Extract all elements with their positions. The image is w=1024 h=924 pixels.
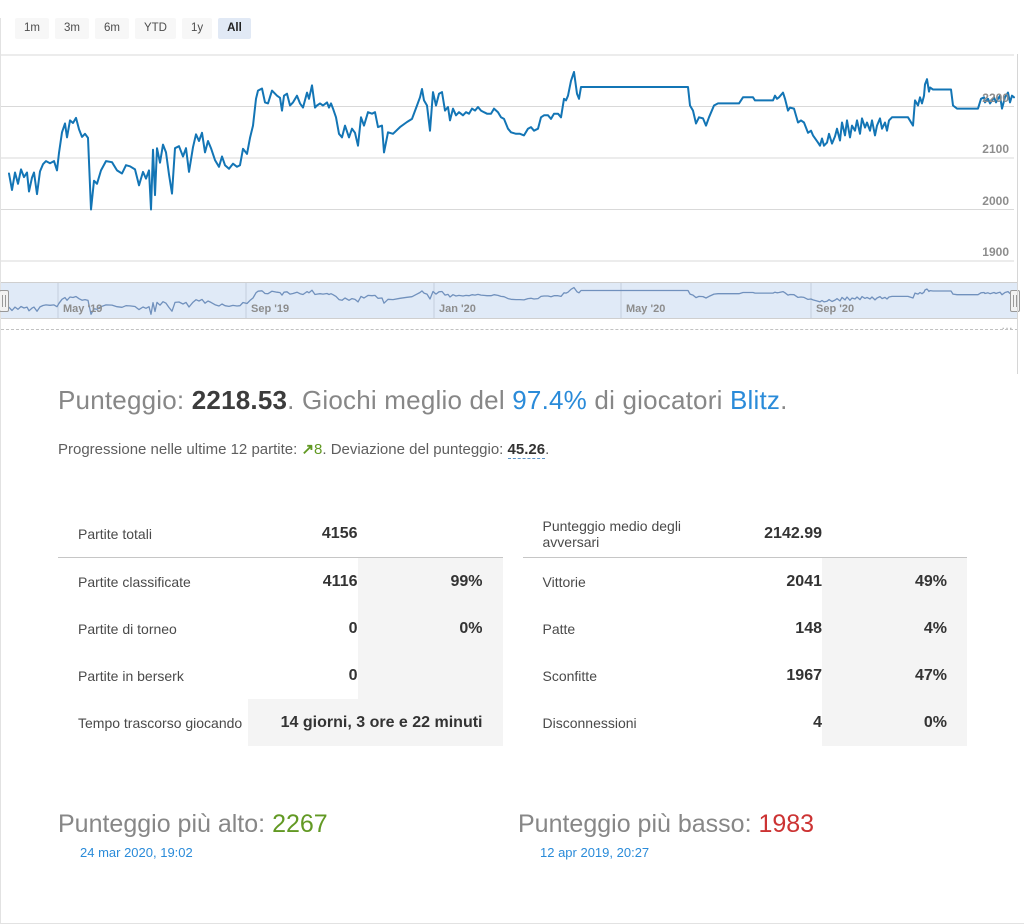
- navigator-right-handle[interactable]: [1010, 290, 1020, 312]
- rating-chart-block: 2200 2100 2000 1900 May '19 Sep '19 Jan '20 Ma…: [0, 54, 1020, 374]
- navigator-left-handle[interactable]: [0, 290, 9, 312]
- navigator-x-label: Sep '20: [816, 303, 855, 315]
- stat-percent: 0%: [357, 605, 503, 652]
- stat-value: 0: [348, 619, 358, 637]
- stat-percent: 99%: [357, 558, 503, 605]
- table-row: Partite in berserk 0: [58, 652, 503, 699]
- range-button-all[interactable]: All: [218, 18, 251, 39]
- stat-value: 1967: [786, 666, 822, 684]
- stat-label: Tempo trascorso giocando: [78, 714, 243, 731]
- highest-rating-value: 2267: [272, 810, 328, 838]
- table-row: Partite classificate 4116 99%: [58, 558, 503, 605]
- progression-suffix: .: [545, 441, 550, 458]
- stat-label: Partite in berserk: [78, 667, 184, 684]
- table-row: Partite totali 4156: [58, 510, 503, 558]
- progression-prefix: Progressione nelle ultime 12 partite:: [58, 441, 302, 458]
- stat-percent: 0%: [822, 699, 967, 746]
- lowest-rating-block: Punteggio più basso: 1983 12 apr 2019, 2…: [518, 810, 978, 860]
- table-row: Disconnessioni 4 0%: [523, 699, 967, 746]
- navigator-x-label: Sep '19: [251, 303, 290, 315]
- rating-chart-plot-area[interactable]: 2200 2100 2000 1900: [1, 54, 1018, 269]
- highest-rating-date: 24 mar 2020, 19:02: [80, 845, 518, 860]
- stat-value: 14 giorni, 3 ore e 22 minuti: [247, 699, 503, 746]
- range-button-1y[interactable]: 1y: [181, 18, 213, 39]
- highest-rating-block: Punteggio più alto: 2267 24 mar 2020, 19…: [58, 810, 518, 860]
- stat-label: Vittorie: [542, 573, 586, 590]
- stats-tables: Partite totali 4156 Partite classificate 41…: [58, 510, 967, 746]
- navigator-x-label: May '19: [63, 303, 103, 315]
- range-button-6m[interactable]: 6m: [94, 18, 129, 39]
- progression-mid: . Deviazione del punteggio:: [322, 441, 508, 458]
- y-axis-label-1900: 1900: [982, 245, 1009, 260]
- chart-right-border: [1017, 54, 1018, 374]
- lowest-rating-date: 12 apr 2019, 20:27: [540, 845, 978, 860]
- stat-value: 4156: [321, 524, 358, 542]
- y-axis-label-2100: 2100: [982, 142, 1009, 157]
- results-stats-table: Punteggio medio degli avversari 2142.99 Vi…: [522, 510, 967, 746]
- headline-mid2: di giocatori: [586, 385, 730, 415]
- stat-label: Partite classificate: [78, 573, 191, 590]
- stat-percent: [358, 510, 503, 557]
- table-row: Partite di torneo 0 0%: [58, 605, 503, 652]
- navigator-x-label: Jan '20: [439, 303, 476, 315]
- stat-value: 2142.99: [764, 524, 822, 542]
- headline-prefix: Punteggio:: [58, 385, 192, 415]
- rating-headline: Punteggio: 2218.53. Giochi meglio del 97…: [58, 385, 1024, 416]
- lowest-rating-heading: Punteggio più basso: 1983: [518, 810, 978, 839]
- lowest-rating-value: 1983: [758, 810, 815, 838]
- chart-scrollbar[interactable]: …: [1, 318, 1018, 332]
- table-row: Patte 148 4%: [523, 605, 967, 652]
- stat-percent: 4%: [822, 605, 967, 652]
- stat-percent: [822, 510, 967, 557]
- scrollbar-rifles-icon: …: [1001, 318, 1014, 332]
- headline-suffix: .: [780, 385, 788, 415]
- highest-rating-heading: Punteggio più alto: 2267: [58, 810, 518, 839]
- current-rating: 2218.53: [191, 385, 288, 415]
- navigator-x-label: May '20: [626, 303, 666, 315]
- progression-line: Progressione nelle ultime 12 partite: ↗8…: [58, 440, 1024, 459]
- range-buttons: 1m 3m 6m YTD 1y All: [15, 18, 1024, 39]
- range-button-ytd[interactable]: YTD: [134, 18, 176, 39]
- headline-mid: . Giochi meglio del: [287, 385, 513, 415]
- table-row: Sconfitte 1967 47%: [523, 652, 967, 699]
- stat-value: 0: [348, 666, 358, 684]
- stat-label: Partite totali: [78, 525, 152, 542]
- stat-label: Partite di torneo: [78, 620, 177, 637]
- stat-label: Sconfitte: [542, 667, 597, 684]
- highest-rating-date-link[interactable]: 24 mar 2020, 19:02: [80, 845, 193, 860]
- stat-percent: 49%: [822, 558, 967, 605]
- range-button-3m[interactable]: 3m: [54, 18, 89, 39]
- y-axis-label-2000: 2000: [982, 193, 1009, 208]
- percentile-value: 97.4%: [512, 385, 587, 415]
- progression-up-arrow-icon: ↗: [301, 441, 315, 458]
- table-row: Punteggio medio degli avversari 2142.99: [522, 510, 967, 558]
- stat-label: Patte: [542, 620, 576, 637]
- stat-value: 4116: [322, 572, 358, 590]
- stat-label: Disconnessioni: [542, 714, 637, 731]
- y-axis-label-2200: 2200: [982, 90, 1009, 105]
- rating-deviation-value[interactable]: 45.26: [507, 441, 546, 459]
- stat-value: 148: [795, 619, 822, 637]
- variant-link[interactable]: Blitz: [729, 385, 781, 415]
- rating-extremes: Punteggio più alto: 2267 24 mar 2020, 19…: [58, 810, 1024, 860]
- stat-label: Punteggio medio degli avversari: [542, 517, 682, 550]
- lowest-rating-date-link[interactable]: 12 apr 2019, 20:27: [540, 845, 650, 860]
- table-row: Tempo trascorso giocando 14 giorni, 3 ore…: [58, 699, 503, 746]
- games-stats-table: Partite totali 4156 Partite classificate 41…: [58, 510, 503, 746]
- progression-value: 8: [314, 441, 323, 458]
- lowest-rating-label: Punteggio più basso:: [518, 810, 759, 838]
- stat-percent: 47%: [822, 652, 967, 699]
- stat-value: 4: [813, 713, 822, 731]
- stat-percent: [357, 652, 503, 699]
- highest-rating-label: Punteggio più alto:: [58, 810, 273, 838]
- range-button-1m[interactable]: 1m: [15, 18, 49, 39]
- chart-navigator[interactable]: May '19 Sep '19 Jan '20 May '20 Sep '20: [0, 282, 1020, 319]
- table-row: Vittorie 2041 49%: [523, 558, 967, 605]
- stat-value: 2041: [786, 572, 822, 590]
